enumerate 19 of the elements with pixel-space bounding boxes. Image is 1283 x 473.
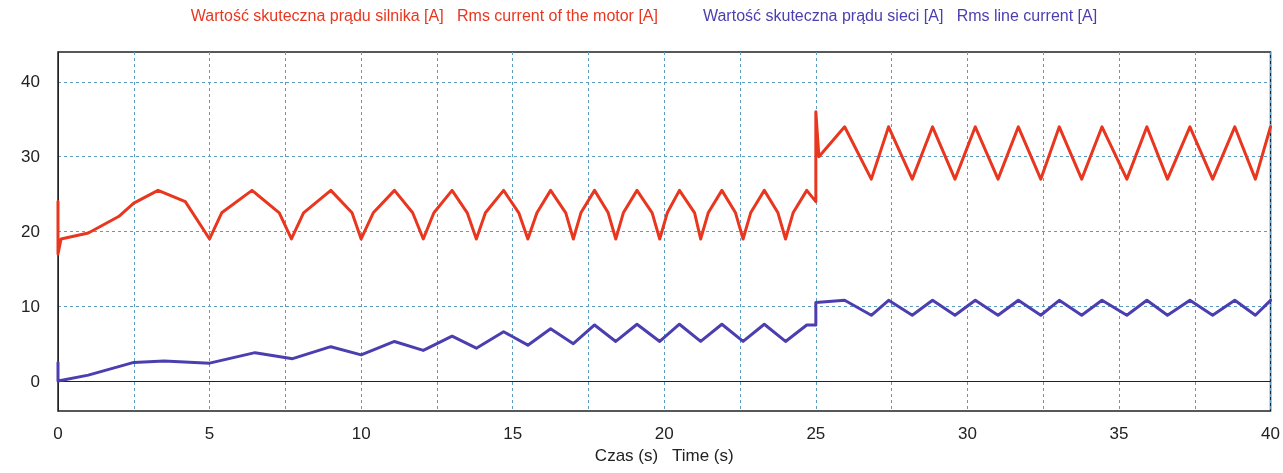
- text: Wartość skuteczna prądu sieci [A] Rms line current [A]: [702, 6, 1098, 24]
- x-tick-label: 0: [53, 424, 63, 443]
- y-tick-label: 20: [21, 222, 40, 241]
- y-tick-label: 40: [21, 72, 40, 92]
- line-series: [56, 110, 1273, 256]
- text: Wartość skuteczna prądu silnika [A] Rms current of the motor [A]: [190, 6, 658, 24]
- x-tick-label: 25: [806, 424, 826, 443]
- x-tick-label: 10: [351, 424, 371, 443]
- y-tick-label: 0: [30, 371, 40, 391]
- y-tick-label: 30: [21, 147, 40, 167]
- x-axis-title: Czas (s) Time (s): [594, 445, 734, 465]
- x-tick-label: 40: [1261, 424, 1281, 443]
- y-tick-label: 10: [21, 296, 40, 316]
- x-tick-label: 30: [957, 424, 977, 443]
- x-tick-label: 35: [1109, 424, 1129, 443]
- x-tick-label: 15: [503, 424, 523, 443]
- x-tick-label: 20: [654, 424, 674, 443]
- line-series: [56, 298, 1273, 383]
- x-tick-label: 5: [204, 424, 215, 443]
